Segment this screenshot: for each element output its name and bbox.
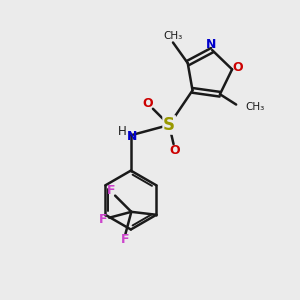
Text: F: F	[121, 233, 130, 246]
Text: O: O	[232, 61, 243, 74]
Text: H: H	[118, 125, 127, 138]
Text: CH₃: CH₃	[164, 31, 183, 41]
Text: CH₃: CH₃	[245, 103, 264, 112]
Text: O: O	[170, 143, 180, 157]
Text: N: N	[206, 38, 216, 51]
Text: F: F	[106, 184, 115, 197]
Text: S: S	[163, 116, 175, 134]
Text: O: O	[142, 97, 153, 110]
Text: F: F	[99, 213, 108, 226]
Text: N: N	[127, 130, 137, 143]
